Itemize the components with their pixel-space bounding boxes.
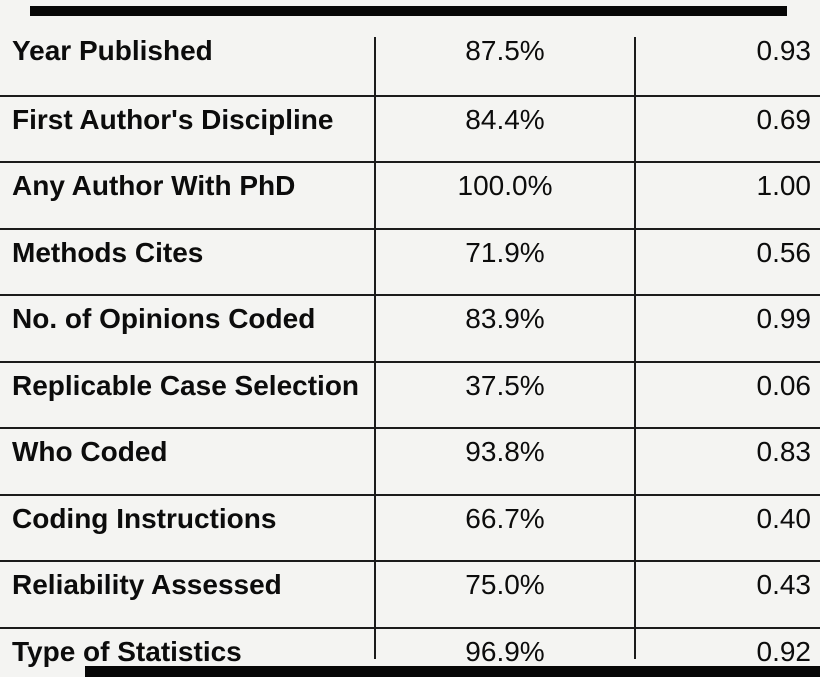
row-label: Replicable Case Selection: [12, 369, 360, 401]
row-label: Who Coded: [12, 436, 168, 467]
row-kappa-value: 1.00: [756, 170, 812, 201]
row-kappa-value: 0.43: [756, 569, 812, 600]
cropped-text-bar-top: [30, 6, 787, 16]
row-percent-agreement: 66.7%: [465, 502, 545, 534]
row-kappa-value: 0.99: [756, 303, 812, 334]
row-percent-agreement: 100.0%: [457, 170, 553, 201]
row-percent-agreement: 84.4%: [465, 103, 545, 135]
row-percent-agreement: 96.9%: [465, 635, 545, 667]
row-percent-agreement: 83.9%: [465, 303, 545, 334]
table-row: No. of Opinions Coded 83.9% 0.99: [0, 294, 820, 361]
row-label: Year Published: [12, 35, 213, 66]
row-kappa-value: 0.69: [756, 103, 812, 135]
table-row: Reliability Assessed 75.0% 0.43: [0, 560, 820, 627]
row-percent-agreement: 93.8%: [465, 436, 545, 467]
cropped-text-bar-bottom: [85, 666, 820, 677]
table-row: Methods Cites 71.9% 0.56: [0, 227, 820, 295]
row-percent-agreement: 75.0%: [465, 569, 545, 600]
column-divider-left: [374, 37, 376, 659]
reliability-table: Year Published 87.5% 0.93 First Author's…: [0, 28, 820, 677]
table-row: Replicable Case Selection 37.5% 0.06: [0, 360, 820, 428]
row-label: First Author's Discipline: [12, 103, 334, 135]
row-kappa-value: 0.40: [756, 502, 812, 534]
row-kappa-value: 0.56: [756, 236, 812, 268]
table-row: Coding Instructions 66.7% 0.40: [0, 493, 820, 561]
row-label: Methods Cites: [12, 236, 204, 268]
row-kappa-value: 0.93: [756, 35, 812, 66]
table-row: First Author's Discipline 84.4% 0.69: [0, 94, 820, 162]
row-kappa-value: 0.06: [756, 369, 812, 401]
table-row: Any Author With PhD 100.0% 1.00: [0, 161, 820, 228]
row-label: Type of Statistics: [12, 635, 242, 667]
row-label: Any Author With PhD: [12, 170, 296, 201]
table-row: Who Coded 93.8% 0.83: [0, 427, 820, 494]
row-percent-agreement: 71.9%: [465, 236, 545, 268]
row-percent-agreement: 37.5%: [465, 369, 545, 401]
column-divider-right: [634, 37, 636, 659]
table-row: Year Published 87.5% 0.93: [0, 28, 820, 95]
row-kappa-value: 0.92: [756, 635, 812, 667]
row-label: Reliability Assessed: [12, 569, 282, 600]
row-percent-agreement: 87.5%: [465, 35, 545, 66]
row-label: No. of Opinions Coded: [12, 303, 316, 334]
row-label: Coding Instructions: [12, 502, 277, 534]
table-row: Type of Statistics 96.9% 0.92: [0, 626, 820, 677]
row-kappa-value: 0.83: [756, 436, 812, 467]
